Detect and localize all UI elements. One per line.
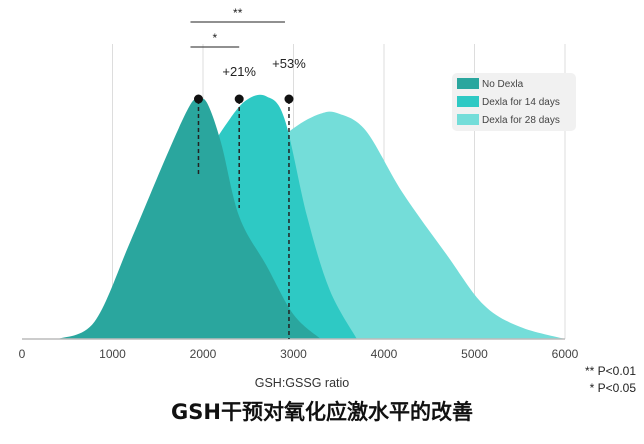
percent-increase-label: +21%	[222, 64, 256, 79]
x-tick-label: 4000	[371, 347, 398, 361]
significance-brackets: ***	[190, 6, 285, 48]
footnote-p001: ** P<0.01	[584, 364, 636, 378]
x-tick-label: 1000	[99, 347, 126, 361]
legend-box	[452, 73, 576, 131]
x-tick-label: 2000	[190, 347, 217, 361]
peak-marker	[193, 94, 203, 104]
peak-marker	[234, 94, 244, 104]
peak-marker	[284, 94, 294, 104]
density-areas	[58, 94, 565, 340]
peak-markers: +21% +53%	[193, 56, 306, 339]
x-tick-label: 5000	[461, 347, 488, 361]
percent-increase-label: +53%	[272, 56, 306, 71]
x-axis-label: GSH:GSSG ratio	[255, 376, 350, 390]
x-tick-label: 0	[19, 347, 26, 361]
x-tick-label: 3000	[280, 347, 307, 361]
legend-label: Dexla for 14 days	[482, 97, 560, 108]
area-no-dexla	[58, 98, 321, 339]
x-ticks: 0 1000 2000 3000 4000 5000 6000	[19, 347, 579, 361]
significance-label: *	[213, 31, 218, 45]
footnote-p005: * P<0.05	[589, 381, 636, 395]
legend: No Dexla Dexla for 14 days Dexla for 28 da…	[452, 73, 576, 131]
legend-swatch	[457, 96, 479, 107]
legend-label: Dexla for 28 days	[482, 115, 560, 126]
significance-label: **	[233, 6, 243, 20]
legend-label: No Dexla	[482, 79, 524, 90]
legend-swatch	[457, 78, 479, 89]
chart-title: GSH干预对氧化应激水平的改善	[171, 400, 473, 424]
x-tick-label: 6000	[552, 347, 579, 361]
legend-swatch	[457, 114, 479, 125]
